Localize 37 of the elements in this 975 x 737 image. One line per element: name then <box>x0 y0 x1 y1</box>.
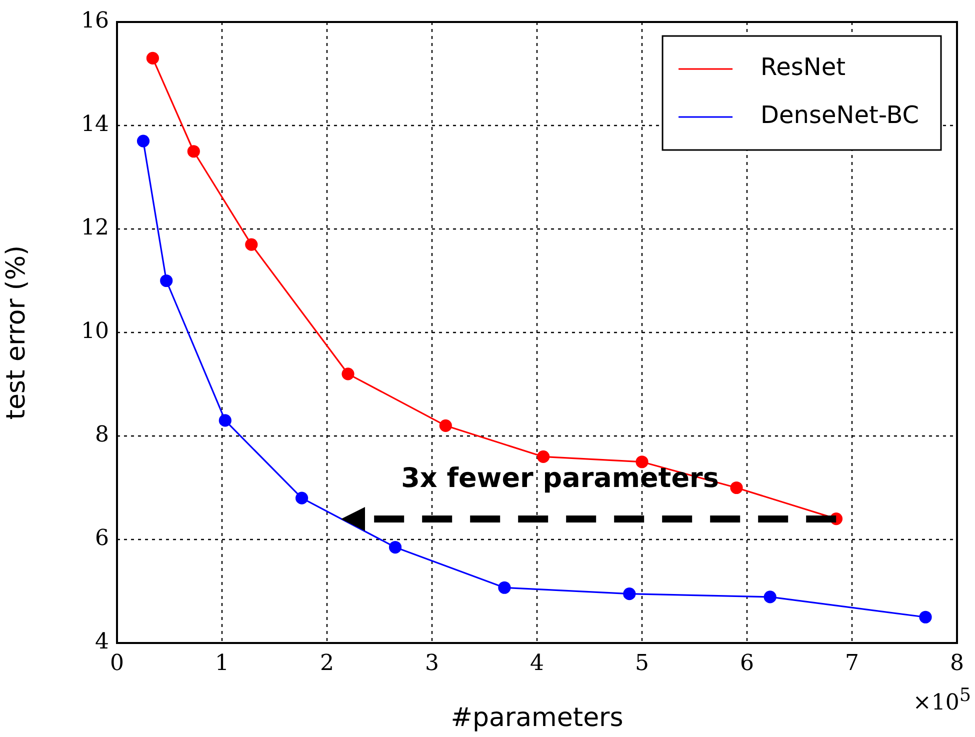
point <box>160 274 173 288</box>
point <box>498 581 511 594</box>
point <box>537 450 550 463</box>
point <box>245 238 258 251</box>
point <box>439 419 452 432</box>
point <box>764 590 776 604</box>
y-tick-label: 10 <box>81 319 109 344</box>
x-tick-label: 0 <box>110 650 124 676</box>
y-tick-label: 14 <box>81 112 109 138</box>
y-tick-label: 16 <box>81 8 109 34</box>
x-tick-label: 5 <box>635 650 649 676</box>
point <box>218 414 232 427</box>
point <box>919 610 932 624</box>
point <box>136 134 150 148</box>
y-axis-title: test error (%) <box>1 245 32 420</box>
y-tick-label: 4 <box>95 630 109 655</box>
x-axis-title: #parameters <box>450 703 624 734</box>
y-tick-label: 12 <box>81 216 109 241</box>
y-tick-label: 6 <box>95 526 109 552</box>
text: ×10$^{5}$ <box>912 685 971 716</box>
x-tick-label: 1 <box>215 650 229 676</box>
x-tick-label: 7 <box>845 650 859 676</box>
point <box>296 492 308 504</box>
x-tick-label: 6 <box>740 650 754 676</box>
point <box>146 52 159 65</box>
x-tick-label: 2 <box>320 650 334 676</box>
point <box>623 588 636 600</box>
point <box>187 145 200 158</box>
x-tick-label: 3 <box>425 650 439 676</box>
legend-label: ResNet <box>760 53 846 82</box>
x-tick-label: 8 <box>950 650 964 676</box>
y-tick-label: 8 <box>95 422 109 448</box>
legend-label: DenseNet-BC <box>760 101 920 130</box>
point <box>388 540 402 554</box>
point <box>730 481 743 494</box>
x-tick-label: 4 <box>530 650 544 676</box>
point <box>342 368 354 380</box>
